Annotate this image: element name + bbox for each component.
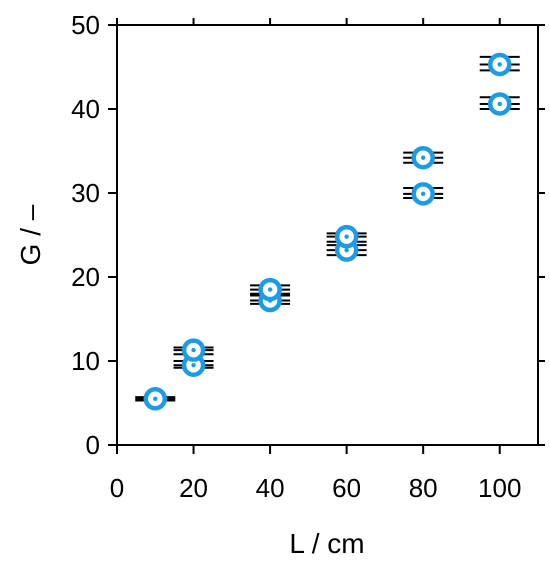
data-point-center-dot (497, 62, 502, 67)
data-point-center-dot (153, 396, 158, 401)
y-tick-label: 40 (71, 94, 100, 124)
y-tick-label: 50 (71, 10, 100, 40)
data-point-center-dot (344, 247, 349, 253)
x-tick-label: 40 (256, 473, 285, 503)
x-tick-label: 0 (110, 473, 124, 503)
x-axis-title: L / cm (289, 528, 364, 559)
data-point-center-dot (497, 101, 502, 107)
x-tick-label: 80 (409, 473, 438, 503)
x-tick-label: 60 (332, 473, 361, 503)
point-layer (143, 52, 512, 411)
x-axis-ticks: 0 20 40 60 80 100 (110, 18, 521, 503)
y-axis-ticks: 0 10 20 30 40 50 (71, 10, 545, 460)
x-tick-label: 100 (478, 473, 521, 503)
data-point-center-dot (267, 287, 273, 292)
data-point-center-dot (420, 191, 426, 197)
y-tick-label: 0 (86, 430, 100, 460)
y-tick-label: 10 (71, 346, 100, 376)
plot-frame (116, 24, 539, 446)
y-axis-title: G / – (15, 204, 46, 265)
data-point-center-dot (191, 363, 196, 368)
data-point-center-dot (420, 155, 426, 160)
x-tick-label: 20 (179, 473, 208, 503)
data-point-center-dot (344, 234, 349, 239)
y-tick-label: 30 (71, 178, 100, 208)
data-point-center-dot (191, 347, 196, 353)
y-tick-label: 20 (71, 262, 100, 292)
